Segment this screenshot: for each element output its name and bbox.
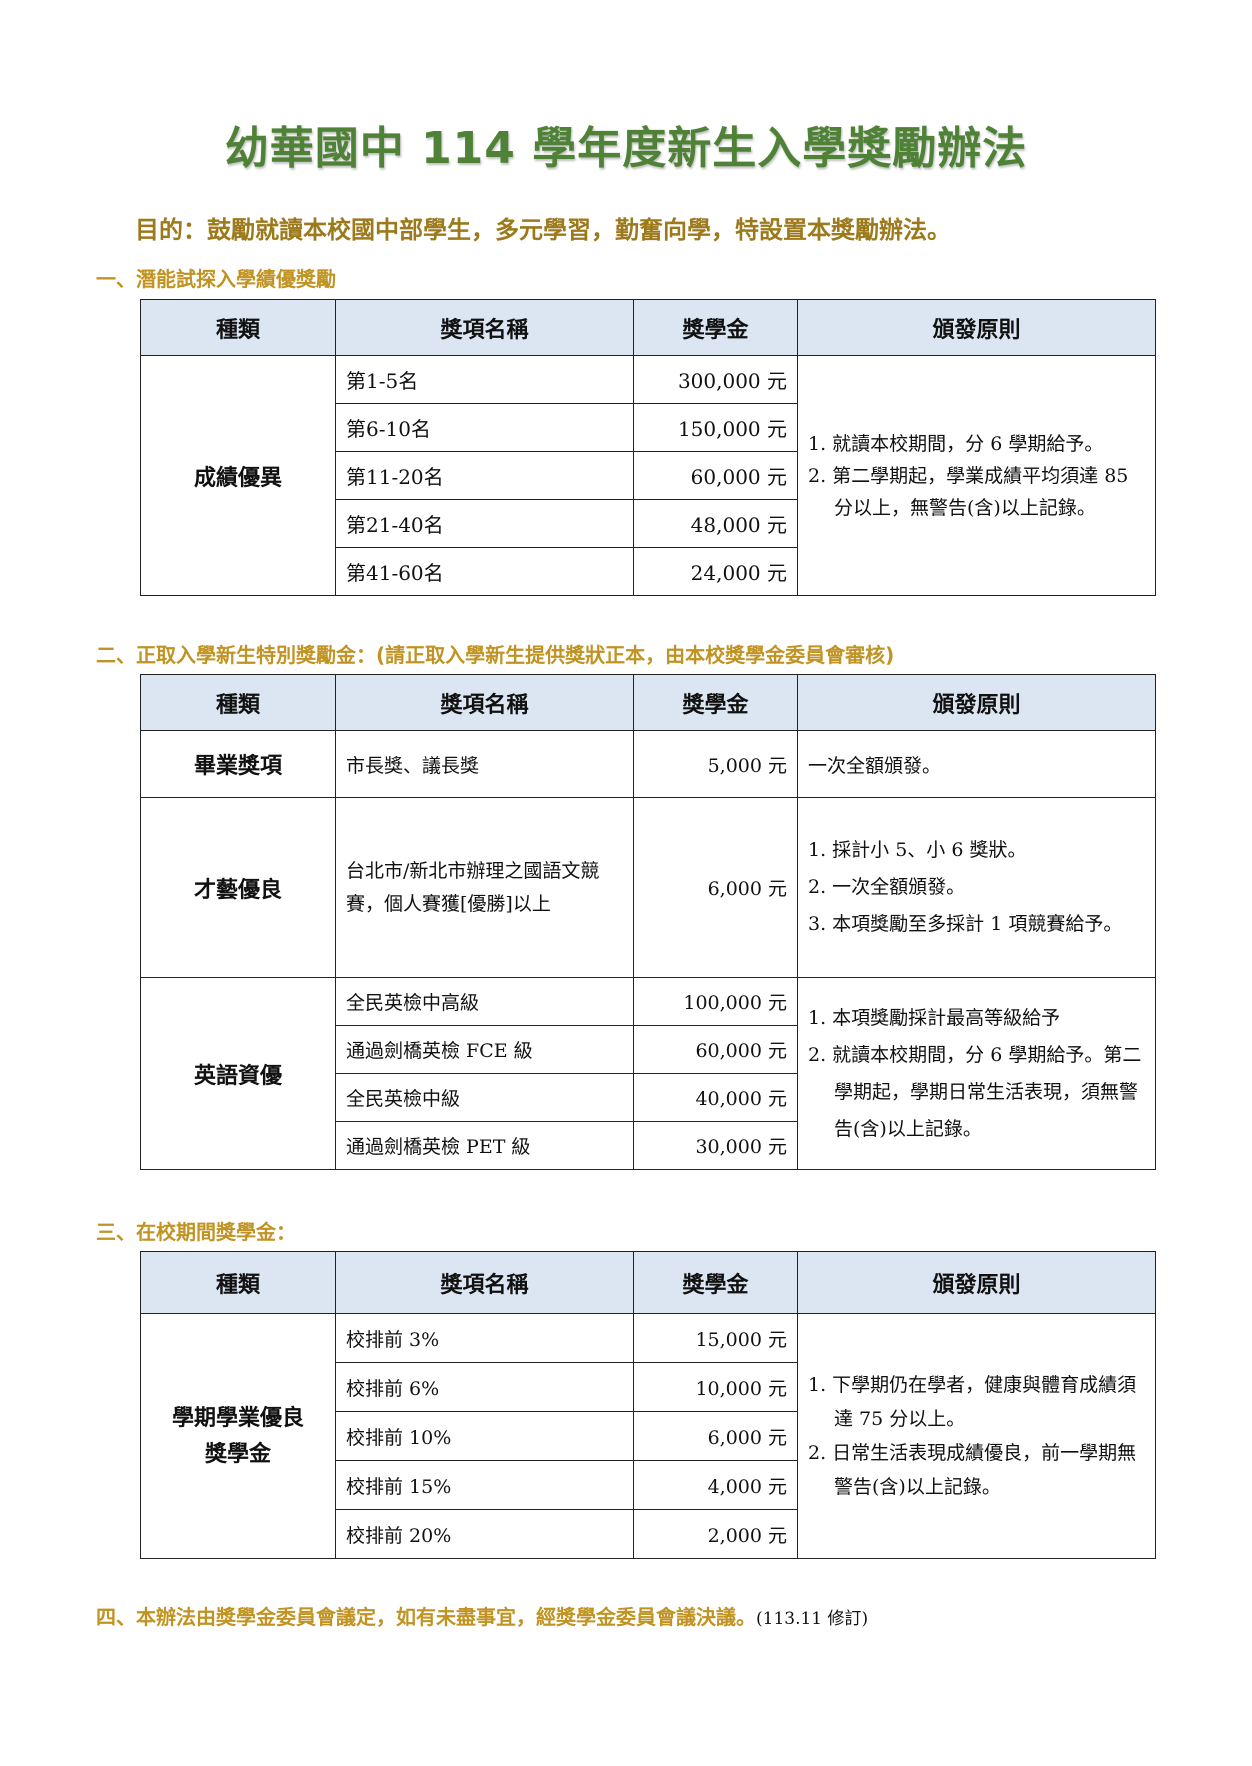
item-cell: 第11-20名	[335, 451, 634, 500]
item-cell: 通過劍橋英檢 FCE 級	[335, 1025, 634, 1074]
header-category: 種類	[140, 674, 336, 731]
amount-cell: 6,000 元	[633, 797, 798, 978]
amount-cell: 10,000 元	[633, 1362, 798, 1412]
amount-cell: 15,000 元	[633, 1313, 798, 1363]
table-header: 種類 獎項名稱 獎學金 頒發原則	[140, 299, 1156, 356]
header-item: 獎項名稱	[335, 299, 634, 356]
table-row: 第41-60名 24,000 元	[141, 547, 1156, 596]
rule-line: 1. 下學期仍在學者，健康與體育成績須達 75 分以上。	[808, 1374, 1137, 1430]
category-cell: 學期學業優良獎學金	[140, 1313, 336, 1559]
item-cell: 第41-60名	[335, 547, 634, 596]
table-section1: 種類 獎項名稱 獎學金 頒發原則 成績優異 第1-5名 300,000 元 1.…	[140, 299, 1156, 596]
item-cell: 台北市/新北市辦理之國語文競賽，個人賽獲[優勝]以上	[335, 797, 634, 978]
table-row: 通過劍橋英檢 FCE 級 60,000 元	[141, 1025, 1156, 1074]
header-amount: 獎學金	[633, 299, 798, 356]
table-row: 校排前 20% 2,000 元	[141, 1509, 1156, 1559]
amount-cell: 100,000 元	[633, 977, 798, 1026]
header-amount: 獎學金	[633, 674, 798, 731]
category-cell: 成績優異	[140, 355, 336, 596]
amount-cell: 300,000 元	[633, 355, 798, 404]
header-category: 種類	[140, 1251, 336, 1314]
rule-line: 1. 就讀本校期間，分 6 學期給予。	[808, 432, 1104, 455]
amount-cell: 5,000 元	[633, 730, 798, 798]
table-row: 全民英檢中級 40,000 元	[141, 1073, 1156, 1122]
table-row: 校排前 6% 10,000 元	[141, 1362, 1156, 1412]
item-cell: 校排前 15%	[335, 1460, 634, 1510]
header-rule: 頒發原則	[797, 674, 1156, 731]
category-cell: 畢業獎項	[140, 730, 336, 798]
amount-cell: 30,000 元	[633, 1121, 798, 1170]
page-title: 幼華國中 114 學年度新生入學獎勵辦法	[224, 123, 1028, 174]
table-row: 成績優異 第1-5名 300,000 元 1. 就讀本校期間，分 6 學期給予。…	[140, 355, 1156, 596]
amount-cell: 48,000 元	[633, 499, 798, 548]
amount-cell: 60,000 元	[633, 1025, 798, 1074]
table-header: 種類 獎項名稱 獎學金 頒發原則	[140, 1251, 1156, 1314]
item-cell: 校排前 6%	[335, 1362, 634, 1412]
section3-heading: 三、在校期間獎學金：	[96, 1220, 296, 1244]
table-row: 英語資優 全民英檢中高級 100,000 元 1. 本項獎勵採計最高等級給予 2…	[140, 977, 1156, 1170]
item-cell: 校排前 20%	[335, 1509, 634, 1559]
header-item: 獎項名稱	[335, 1251, 634, 1314]
amount-cell: 40,000 元	[633, 1073, 798, 1122]
rule-line: 3. 本項獎勵至多採計 1 項競賽給予。	[808, 913, 1123, 935]
rule-line: 2. 一次全額頒發。	[808, 876, 966, 898]
item-cell: 校排前 3%	[335, 1313, 634, 1363]
table-row: 校排前 10% 6,000 元	[141, 1411, 1156, 1461]
table-row: 學期學業優良獎學金 校排前 3% 15,000 元 1. 下學期仍在學者，健康與…	[140, 1313, 1156, 1559]
amount-cell: 2,000 元	[633, 1509, 798, 1559]
rule-cell: 1. 下學期仍在學者，健康與體育成績須達 75 分以上。 2. 日常生活表現成績…	[797, 1313, 1156, 1559]
header-rule: 頒發原則	[797, 299, 1156, 356]
amount-cell: 24,000 元	[633, 547, 798, 596]
table-row: 才藝優良 台北市/新北市辦理之國語文競賽，個人賽獲[優勝]以上 6,000 元 …	[140, 797, 1156, 978]
item-cell: 第6-10名	[335, 403, 634, 452]
item-cell: 校排前 10%	[335, 1411, 634, 1461]
amount-cell: 150,000 元	[633, 403, 798, 452]
amount-cell: 60,000 元	[633, 451, 798, 500]
table-header: 種類 獎項名稱 獎學金 頒發原則	[140, 674, 1156, 731]
table-row: 畢業獎項 市長獎、議長獎 5,000 元 一次全額頒發。	[140, 730, 1156, 798]
amount-cell: 4,000 元	[633, 1460, 798, 1510]
rule-cell: 1. 就讀本校期間，分 6 學期給予。 2. 第二學期起，學業成績平均須達 85…	[797, 355, 1156, 596]
table-row: 第6-10名 150,000 元	[141, 403, 1156, 452]
item-cell: 市長獎、議長獎	[335, 730, 634, 798]
table-row: 通過劍橋英檢 PET 級 30,000 元	[141, 1121, 1156, 1170]
rule-line: 1. 本項獎勵採計最高等級給予	[808, 1006, 1061, 1029]
rule-cell: 一次全額頒發。	[797, 730, 1156, 798]
header-category: 種類	[140, 299, 336, 356]
item-cell: 通過劍橋英檢 PET 級	[335, 1121, 634, 1170]
purpose-statement: 目的：鼓勵就讀本校國中部學生，多元學習，勤奮向學，特設置本獎勵辦法。	[135, 216, 951, 244]
section4-text: 四、本辦法由獎學金委員會議定，如有未盡事宜，經獎學金委員會議決議。	[96, 1605, 756, 1629]
rule-line: 2. 日常生活表現成績優良，前一學期無警告(含)以上記錄。	[808, 1442, 1137, 1498]
item-cell: 全民英檢中級	[335, 1073, 634, 1122]
section2-heading: 二、正取入學新生特別獎勵金：(請正取入學新生提供獎狀正本，由本校獎學金委員會審核…	[96, 643, 895, 667]
rule-cell: 1. 採計小 5、小 6 獎狀。 2. 一次全額頒發。 3. 本項獎勵至多採計 …	[797, 797, 1156, 978]
section1-heading: 一、潛能試探入學績優獎勵	[96, 267, 336, 291]
item-cell: 第21-40名	[335, 499, 634, 548]
item-cell: 全民英檢中高級	[335, 977, 634, 1026]
rule-line: 2. 就讀本校期間，分 6 學期給予。第二學期起，學期日常生活表現，須無警告(含…	[808, 1043, 1142, 1140]
header-amount: 獎學金	[633, 1251, 798, 1314]
category-cell: 英語資優	[140, 977, 336, 1170]
table-section3: 種類 獎項名稱 獎學金 頒發原則 學期學業優良獎學金 校排前 3% 15,000…	[140, 1251, 1156, 1559]
header-rule: 頒發原則	[797, 1251, 1156, 1314]
section4-statement: 四、本辦法由獎學金委員會議定，如有未盡事宜，經獎學金委員會議決議。(113.11…	[96, 1601, 868, 1630]
amount-cell: 6,000 元	[633, 1411, 798, 1461]
header-item: 獎項名稱	[335, 674, 634, 731]
item-cell: 第1-5名	[335, 355, 634, 404]
category-cell: 才藝優良	[140, 797, 336, 978]
rule-line: 1. 採計小 5、小 6 獎狀。	[808, 839, 1027, 861]
rule-line: 2. 第二學期起，學業成績平均須達 85 分以上，無警告(含)以上記錄。	[808, 464, 1129, 519]
revision-note: (113.11 修訂)	[756, 1609, 869, 1629]
rule-cell: 1. 本項獎勵採計最高等級給予 2. 就讀本校期間，分 6 學期給予。第二學期起…	[797, 977, 1156, 1170]
table-section2: 種類 獎項名稱 獎學金 頒發原則 畢業獎項 市長獎、議長獎 5,000 元 一次…	[140, 674, 1156, 1170]
